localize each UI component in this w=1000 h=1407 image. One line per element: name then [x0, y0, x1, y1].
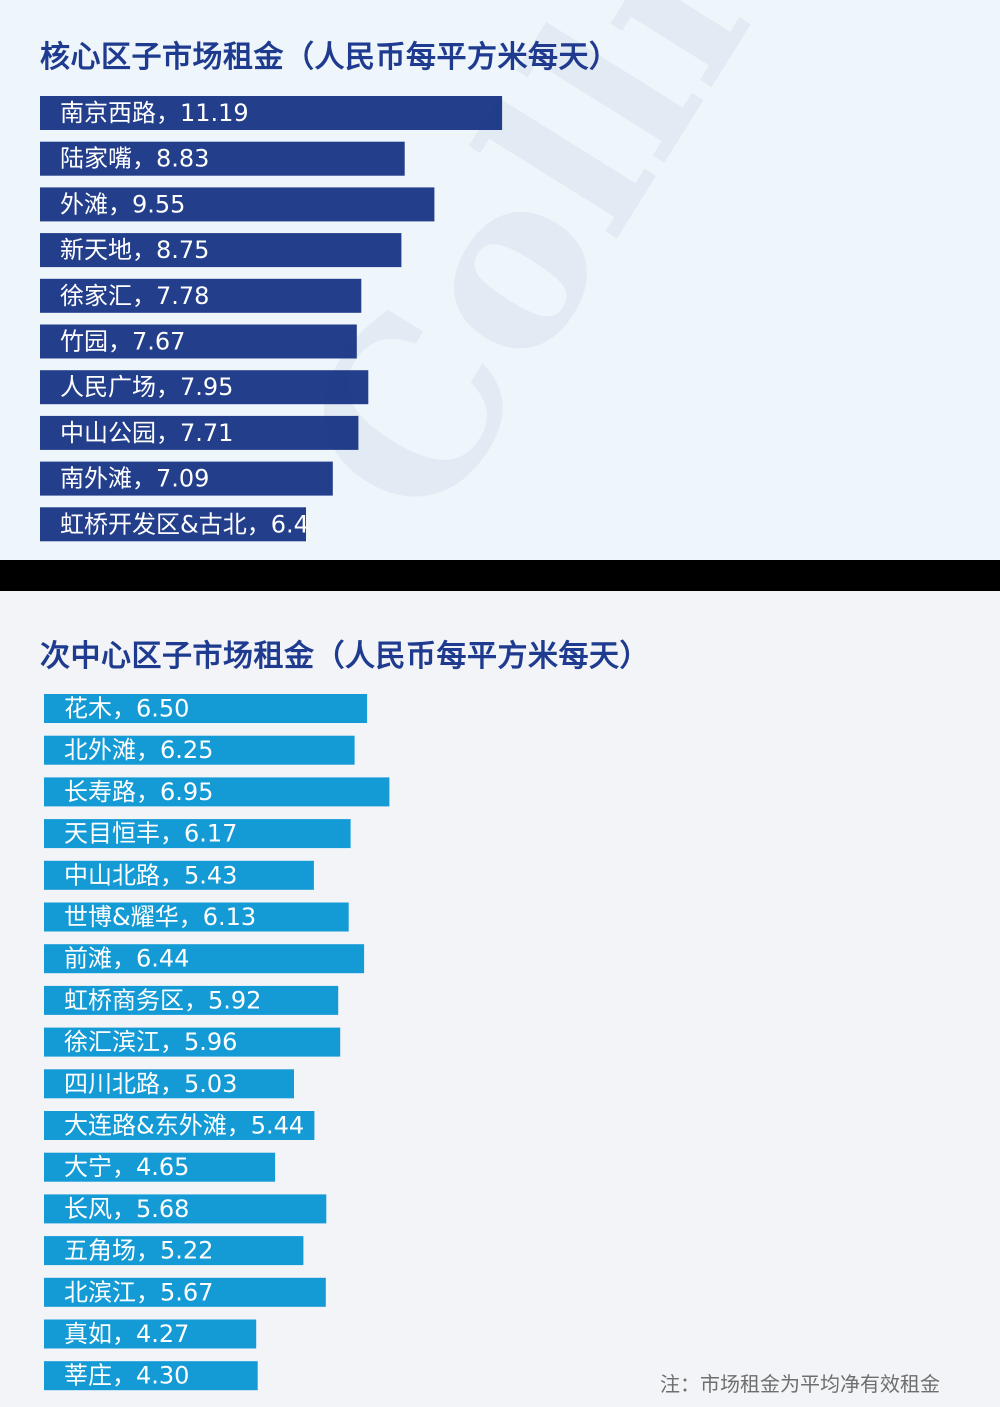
sub-core-chart-panel: 次中心区子市场租金（人民币每平方米每天） 花木，6.50 北外滩，6.25 长寿路，…: [0, 591, 1000, 1407]
section-divider: [0, 560, 1000, 591]
core-bar-5: [40, 278, 362, 313]
core-bar-1: [40, 96, 503, 130]
core-chart-panel: 核心区子市场租金（人民币每平方米每天） 南京西路，11.19 陆家嘴，8.83 外滩…: [0, 0, 1000, 560]
sub-bar-6: [44, 902, 349, 932]
sub-bar-label-15: 北滨江，5.67: [64, 1278, 213, 1306]
core-bar-6: [40, 324, 357, 359]
sub-bar-label-6: 世博&耀华，6.13: [64, 903, 256, 931]
sub-bar-label-4: 天目恒丰，6.17: [64, 820, 237, 848]
sub-bar-5: [44, 860, 314, 890]
core-bar-label-8: 中山公园，7.71: [60, 419, 233, 447]
sub-bar-3: [44, 777, 390, 807]
core-bar-label-9: 南外滩，7.09: [60, 465, 209, 493]
core-bar-8: [40, 415, 359, 450]
core-bar-label-7: 人民广场，7.95: [60, 373, 233, 401]
sub-bar-label-13: 长风，5.68: [64, 1195, 189, 1223]
core-bar-label-10: 虹桥开发区&古北，6.44: [60, 510, 324, 538]
core-bar-10: [40, 507, 306, 542]
sub-bar-label-1: 花木，6.50: [64, 695, 189, 723]
sub-bar-11: [44, 1111, 315, 1140]
sub-bar-13: [44, 1194, 327, 1224]
core-bar-9: [40, 461, 333, 496]
sub-bar-label-2: 北外滩，6.25: [64, 736, 213, 764]
sub-core-rent-bar-chart: 花木，6.50 北外滩，6.25 长寿路，6.95 天目恒丰，6.17 中山北路，5.4…: [44, 694, 390, 1391]
core-bar-label-5: 徐家汇，7.78: [60, 282, 209, 310]
core-rent-bar-chart: 南京西路，11.19 陆家嘴，8.83 外滩，9.55 新天地，8.75 徐家汇，7.7…: [40, 96, 503, 542]
sub-core-chart-title: 次中心区子市场租金（人民币每平方米每天）: [40, 639, 650, 674]
core-bar-label-1: 南京西路，11.19: [60, 99, 249, 127]
core-bar-label-2: 陆家嘴，8.83: [60, 145, 209, 173]
sub-bar-label-3: 长寿路，6.95: [64, 778, 213, 806]
core-bar-2: [40, 141, 405, 176]
sub-bar-label-7: 前滩，6.44: [64, 945, 189, 973]
core-bar-label-6: 竹园，7.67: [60, 328, 185, 356]
sub-bar-label-10: 四川北路，5.03: [64, 1070, 237, 1098]
sub-bar-8: [44, 985, 339, 1015]
sub-bar-label-14: 五角场，5.22: [64, 1237, 213, 1265]
sub-bar-label-5: 中山北路，5.43: [64, 861, 237, 889]
sub-bar-label-12: 大宁，4.65: [64, 1153, 189, 1181]
footnote: 注：市场租金为平均净有效租金: [660, 1372, 940, 1396]
core-bar-4: [40, 233, 402, 268]
sub-bar-17: [44, 1361, 258, 1391]
core-bar-label-4: 新天地，8.75: [60, 236, 209, 264]
sub-bar-label-17: 莘庄，4.30: [64, 1362, 189, 1390]
core-chart-title: 核心区子市场租金（人民币每平方米每天）: [40, 40, 620, 75]
sub-bar-10: [44, 1069, 294, 1099]
sub-bar-4: [44, 819, 351, 849]
sub-bar-1: [44, 694, 368, 723]
sub-bar-label-9: 徐汇滨江，5.96: [64, 1028, 237, 1056]
sub-bar-12: [44, 1152, 276, 1182]
core-bar-3: [40, 187, 435, 222]
sub-bar-15: [44, 1277, 326, 1307]
sub-bar-14: [44, 1236, 304, 1266]
sub-bar-label-8: 虹桥商务区，5.92: [64, 986, 261, 1014]
sub-bar-label-16: 真如，4.27: [64, 1320, 189, 1348]
core-bar-7: [40, 370, 369, 405]
sub-bar-7: [44, 944, 365, 974]
sub-bar-9: [44, 1027, 341, 1057]
sub-bar-16: [44, 1319, 257, 1349]
sub-bar-2: [44, 735, 355, 765]
sub-bar-label-11: 大连路&东外滩，5.44: [64, 1112, 304, 1140]
core-bar-label-3: 外滩，9.55: [60, 190, 185, 218]
